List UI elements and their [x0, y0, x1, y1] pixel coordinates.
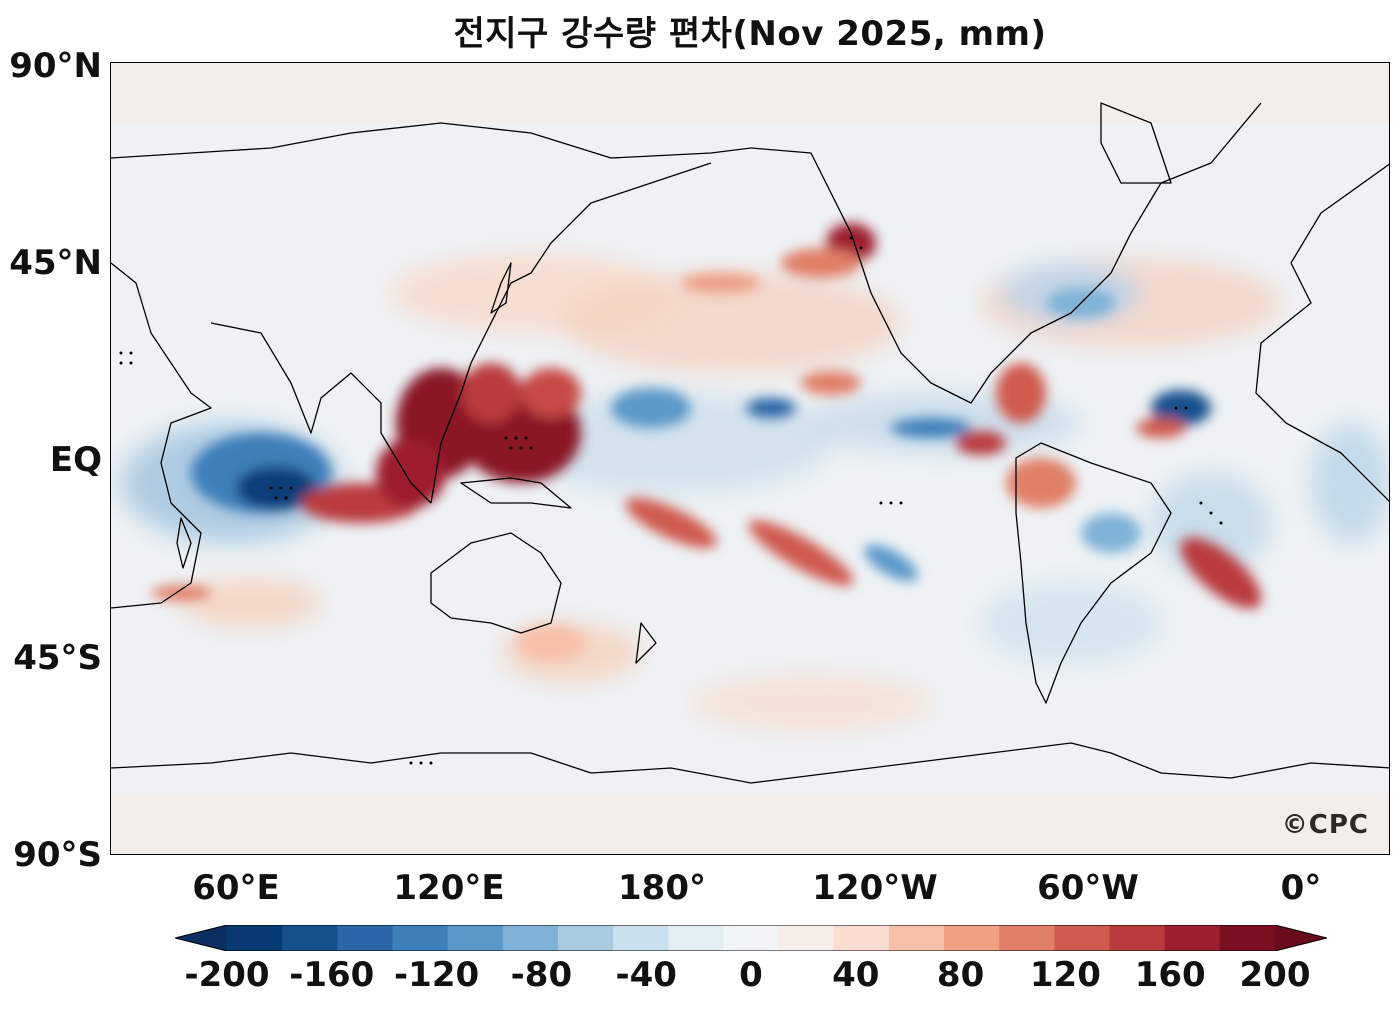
colorbar-swatch — [1164, 925, 1221, 951]
colorbar-swatch — [778, 925, 835, 951]
lat-label-eq: EQ — [49, 440, 102, 480]
colorbar-swatch — [613, 925, 669, 951]
colorbar-tick-label: -40 — [615, 955, 677, 995]
colorbar-swatch — [337, 925, 393, 951]
colorbar-swatch — [944, 925, 1000, 951]
colorbar-swatch — [668, 925, 724, 951]
lat-label-90n: 90°N — [9, 46, 102, 86]
lon-label-60e: 60°E — [192, 868, 280, 908]
colorbar-swatch — [833, 925, 890, 951]
lat-label-45s: 45°S — [13, 638, 102, 678]
lat-label-45n: 45°N — [9, 243, 102, 283]
lon-label-120w: 120°W — [812, 868, 938, 908]
colorbar-swatch — [999, 925, 1055, 951]
north-america-coast — [750, 102, 1262, 404]
colorbar-tick-label: -200 — [184, 955, 270, 995]
australia-coast — [430, 532, 562, 634]
coastlines — [111, 102, 1389, 784]
east-asia-coast — [430, 162, 712, 504]
lon-label-0: 0° — [1280, 868, 1322, 908]
colorbar-tick-label: 0 — [739, 955, 763, 995]
colorbar-tick-label: -80 — [510, 955, 573, 995]
colorbar-tick-label: 160 — [1134, 955, 1206, 995]
anomaly-field — [111, 63, 1389, 854]
eurasia-north-coast — [111, 122, 752, 159]
colorbar-swatch — [1109, 925, 1166, 951]
cpc-credit-logo: ©CPC — [1281, 810, 1369, 840]
colorbar-min-extend — [175, 925, 227, 951]
europe-africa-west-coast — [1255, 163, 1389, 502]
colorbar — [174, 924, 1328, 952]
colorbar-swatch — [502, 925, 559, 951]
map-title: 전지구 강수량 편차(Nov 2025, mm) — [453, 14, 1047, 54]
colorbar-swatch — [557, 925, 614, 951]
lat-label-90s: 90°S — [13, 835, 102, 875]
colorbar-swatch — [723, 925, 780, 951]
lon-label-180: 180° — [618, 868, 706, 908]
precipitation-anomaly-map: ©CPC — [110, 62, 1390, 855]
colorbar-swatch — [282, 925, 338, 951]
madagascar-coast — [176, 517, 192, 569]
significance-dots — [119, 236, 1223, 765]
lon-label-60w: 60°W — [1037, 868, 1139, 908]
indonesia-coast — [460, 477, 572, 509]
africa-coast — [111, 262, 212, 609]
colorbar-tick-label: 80 — [936, 955, 985, 995]
colorbar-swatch — [1219, 925, 1276, 951]
colorbar-swatch — [1054, 925, 1111, 951]
colorbar-swatch — [447, 925, 504, 951]
colorbar-tick-label: -160 — [289, 955, 375, 995]
colorbar-max-extend — [1275, 925, 1327, 951]
colorbar-swatch — [888, 925, 945, 951]
south-asia-coast — [210, 322, 432, 504]
new-zealand-coast — [635, 622, 657, 664]
japan-coast — [490, 262, 512, 314]
colorbar-swatch — [392, 925, 449, 951]
colorbar-tick-label: 40 — [832, 955, 880, 995]
colorbar-tick-label: 200 — [1239, 955, 1311, 995]
greenland-coast — [1100, 102, 1172, 184]
lon-label-120e: 120°E — [393, 868, 505, 908]
antarctica-coast — [111, 742, 1389, 784]
colorbar-svg — [174, 924, 1328, 952]
south-america-coast — [1015, 442, 1172, 704]
colorbar-tick-label: -120 — [394, 955, 480, 995]
colorbar-swatch — [227, 925, 283, 951]
colorbar-tick-label: 120 — [1029, 955, 1101, 995]
strong-anomaly-layer — [151, 223, 1262, 661]
